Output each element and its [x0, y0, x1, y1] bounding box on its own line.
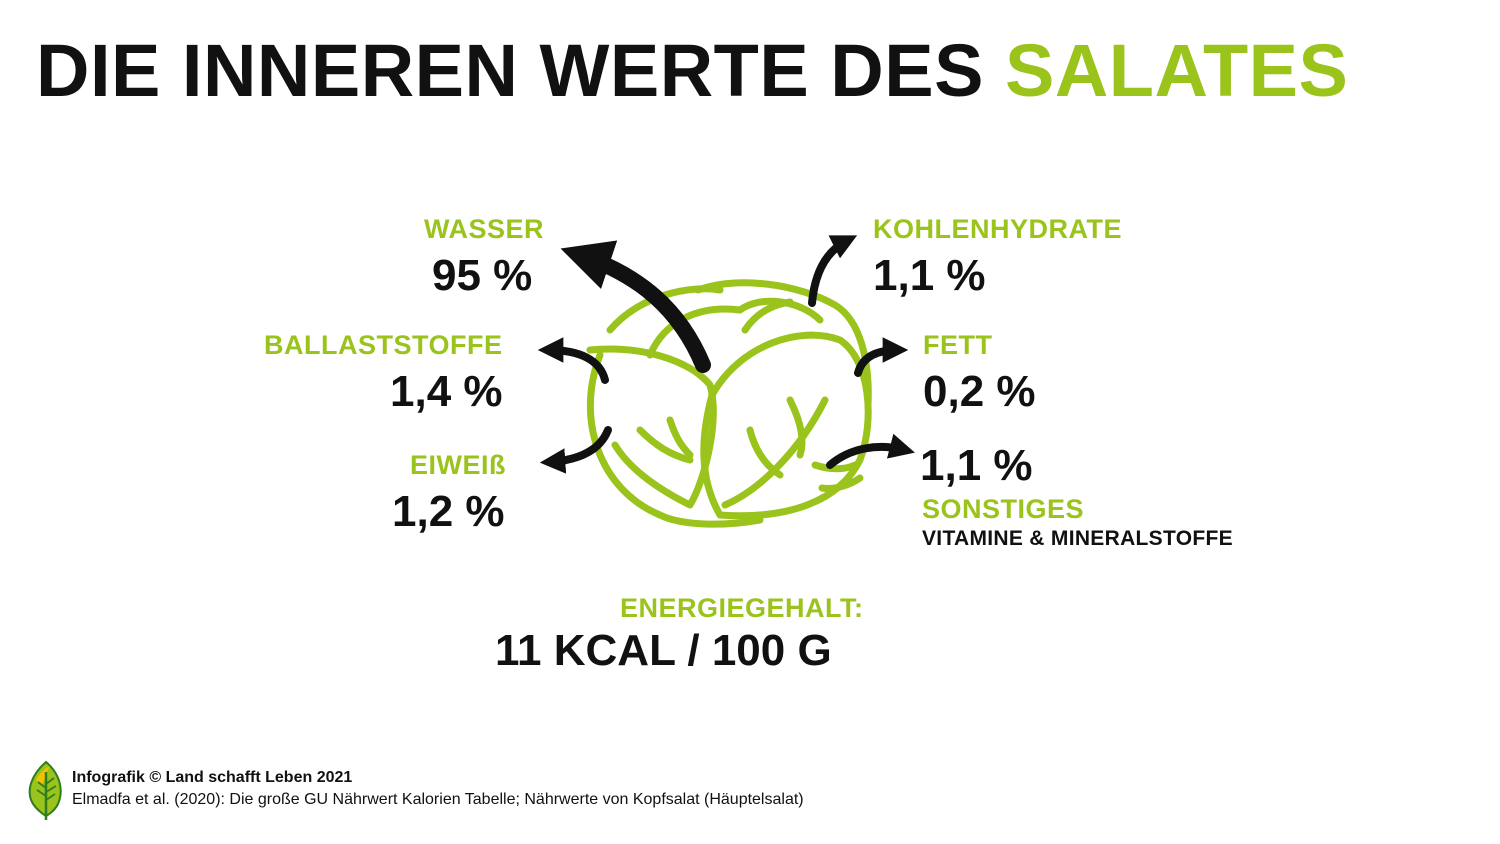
eiweiss-value: 1,2 %	[392, 487, 505, 536]
sonstiges-sub: VITAMINE & MINERALSTOFFE	[922, 527, 1233, 550]
kohlenhydrate-value: 1,1 %	[873, 251, 986, 300]
footer-source: Elmadfa et al. (2020): Die große GU Nähr…	[72, 791, 804, 808]
lettuce-icon	[586, 279, 872, 528]
ballaststoffe-value: 1,4 %	[390, 367, 503, 416]
fett-value: 0,2 %	[923, 367, 1036, 416]
wasser-value: 95 %	[432, 251, 533, 300]
ballaststoffe-label: BALLASTSTOFFE	[264, 330, 503, 360]
energy-value: 11 KCAL / 100 G	[495, 626, 832, 675]
arrow-icon	[808, 235, 858, 307]
title-highlight: SALATES	[1005, 29, 1349, 112]
eiweiss-label: EIWEIß	[410, 450, 506, 480]
wasser-label: WASSER	[424, 214, 545, 244]
arrow-icon	[537, 337, 609, 384]
arrows	[537, 235, 915, 474]
sonstiges-value: 1,1 %	[920, 441, 1033, 490]
arrow-icon	[539, 426, 612, 474]
energy-label: ENERGIEGEHALT:	[620, 593, 864, 623]
arrow-icon	[826, 433, 915, 469]
leaf-logo-icon	[28, 760, 62, 820]
arrow-icon	[560, 240, 711, 373]
sonstiges-label: SONSTIGES	[922, 494, 1085, 524]
fett-label: FETT	[923, 330, 993, 360]
title-main: DIE INNEREN WERTE DES	[36, 29, 984, 112]
footer-credit: Infografik © Land schafft Leben 2021	[72, 769, 353, 786]
arrow-icon	[854, 337, 909, 377]
page-title: DIE INNEREN WERTE DES SALATES	[36, 34, 1348, 108]
kohlenhydrate-label: KOHLENHYDRATE	[873, 214, 1122, 244]
